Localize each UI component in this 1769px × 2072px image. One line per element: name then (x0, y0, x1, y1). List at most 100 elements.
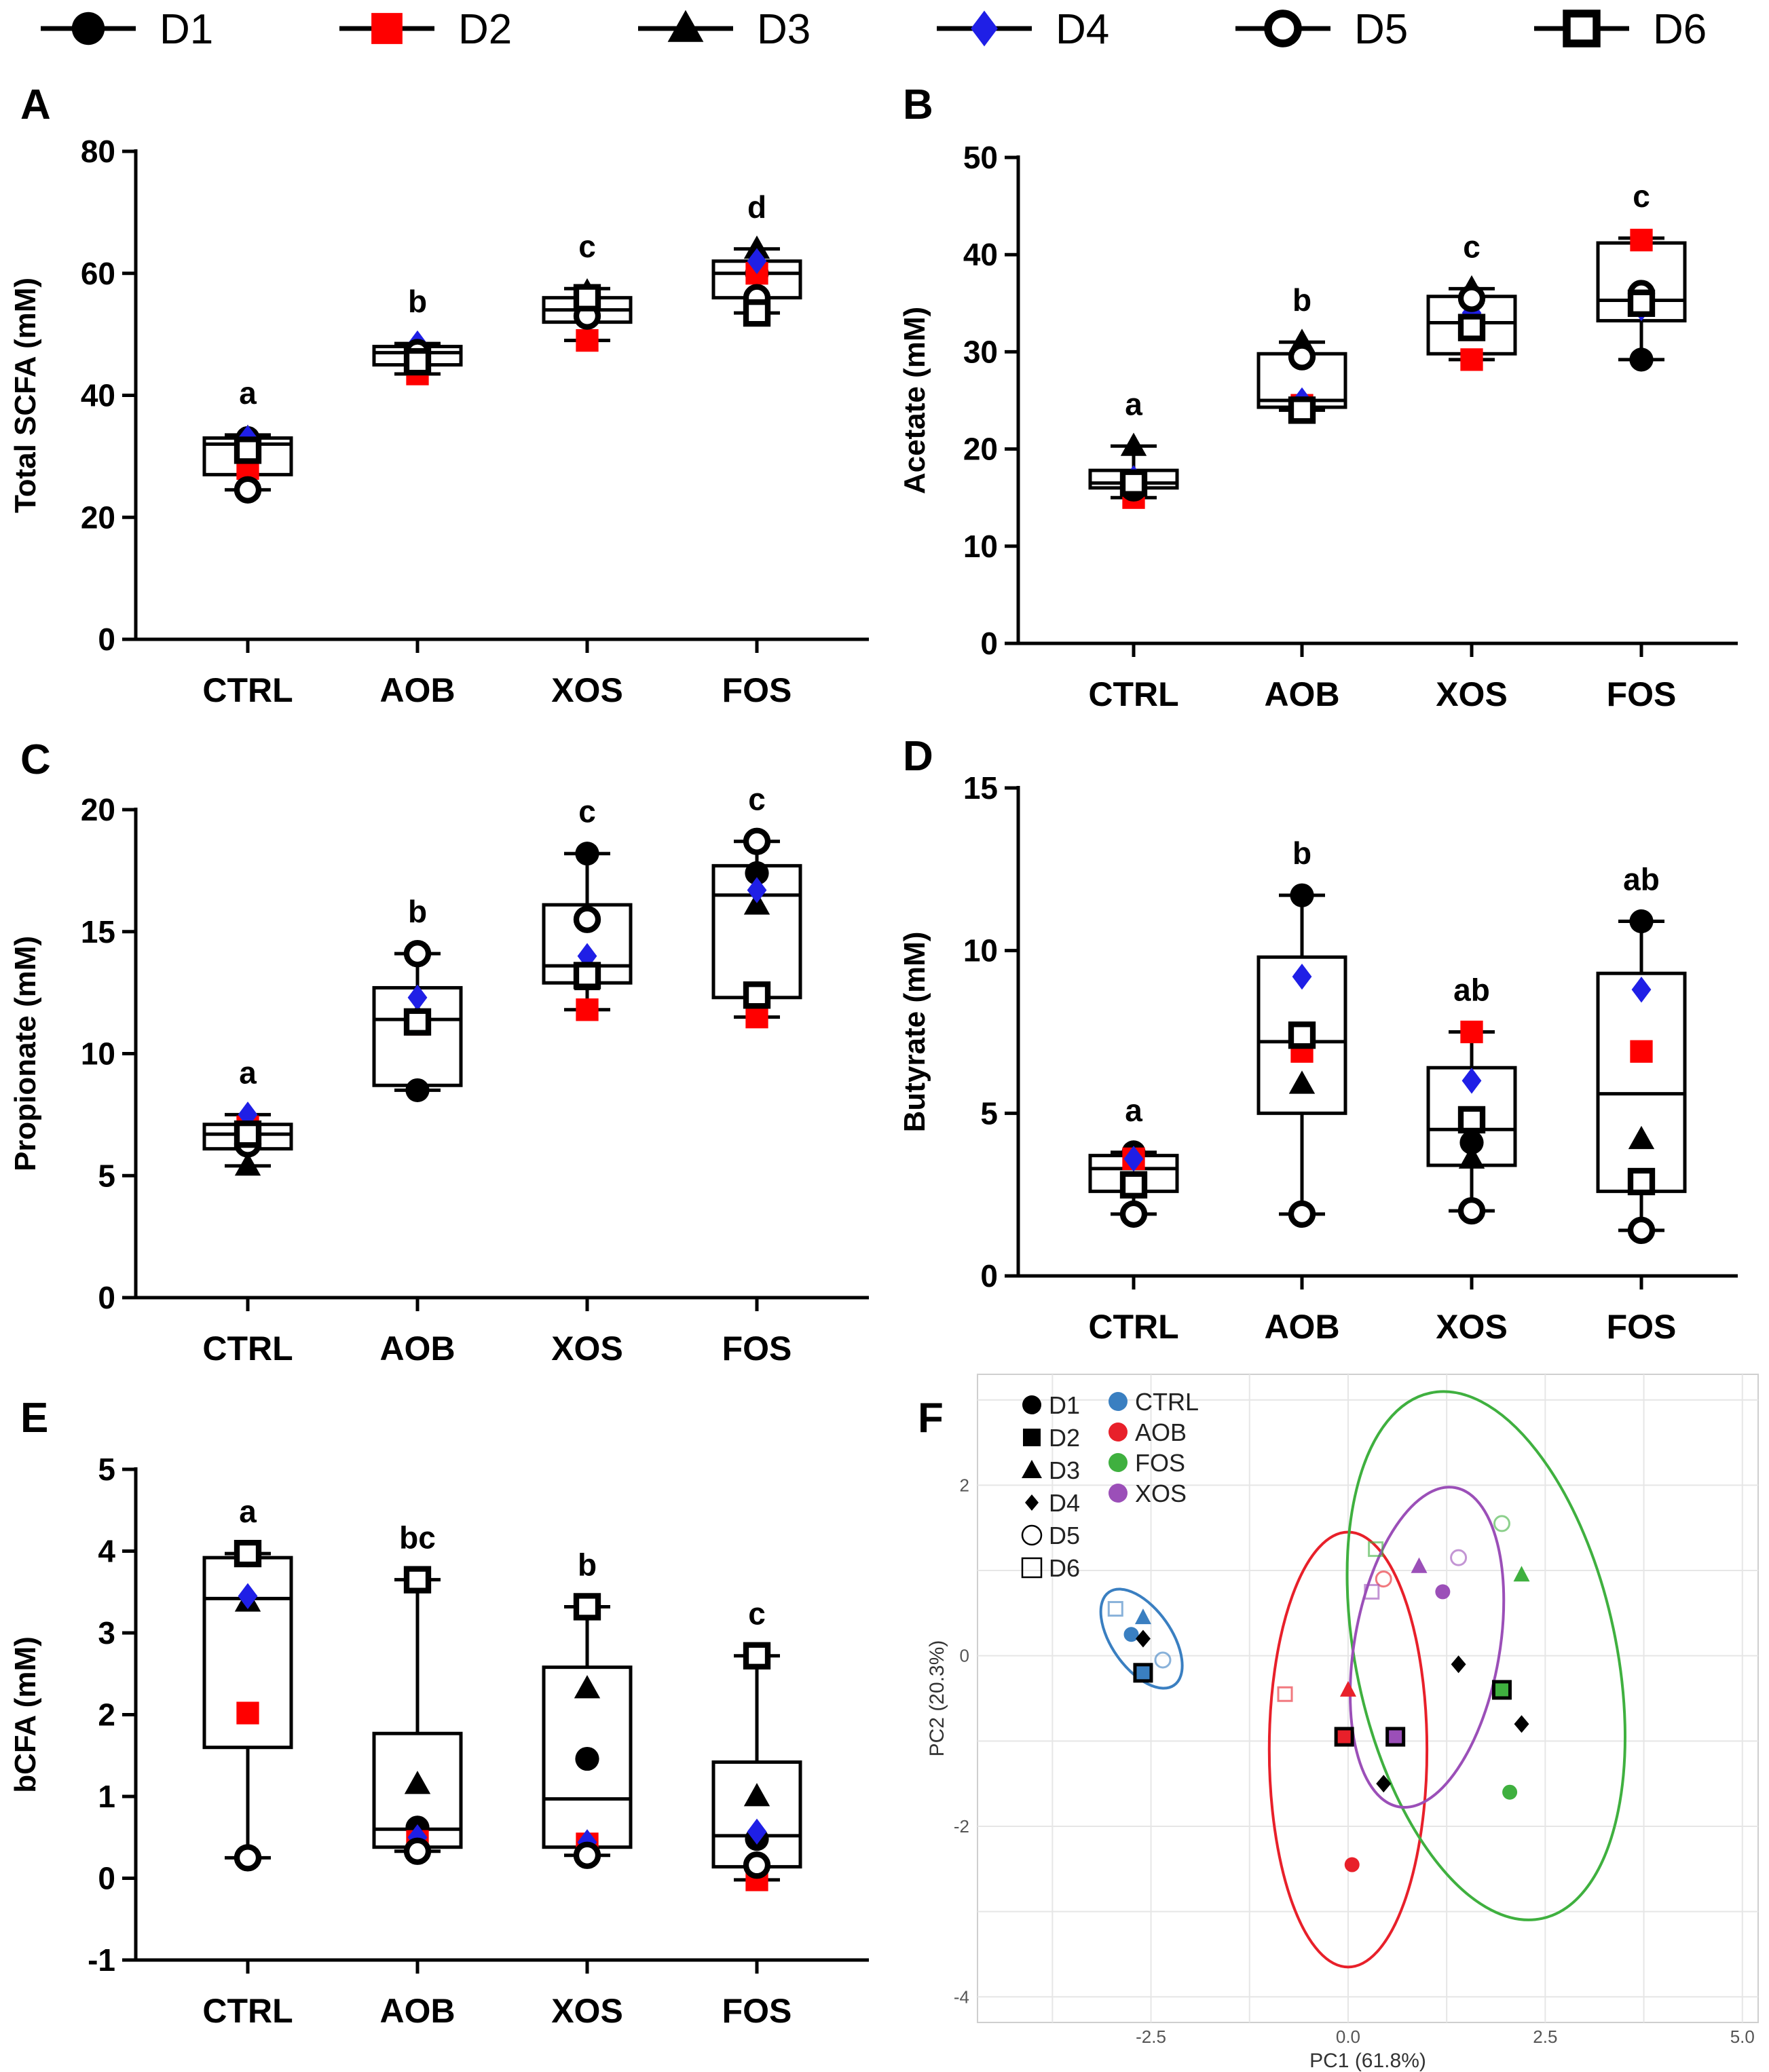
marker-d5-shape (743, 1851, 771, 1879)
marker-d5-shape (1264, 10, 1302, 48)
data-point-ctrl-d5 (234, 1844, 262, 1872)
marker-d3-shape (234, 1152, 261, 1176)
data-point-fos-d2 (1630, 229, 1653, 252)
pca-marker-open-circle (1154, 1651, 1172, 1669)
pca-marker-open-circle (1450, 1549, 1468, 1566)
x-tick-label: 0.0 (1336, 2027, 1360, 2047)
marker-d5-shape (573, 905, 601, 933)
marker-d1-shape (1290, 883, 1314, 907)
significance-letter: b (1292, 835, 1311, 871)
pca-marker-square (1491, 1680, 1512, 1700)
data-point-fos-d5 (743, 1851, 771, 1879)
x-axis-title: PC1 (61.8%) (1309, 2050, 1426, 2072)
data-point-fos-d4 (747, 248, 767, 274)
x-tick-label-fos: FOS (722, 1330, 792, 1368)
data-point-aob-d6 (403, 1566, 432, 1594)
data-point-ctrl-d4 (238, 1101, 258, 1128)
x-tick-label-aob: AOB (1264, 1308, 1339, 1346)
pca-marker-open-square (1107, 1601, 1123, 1617)
data-point-aob-d1 (405, 1078, 430, 1103)
pca-legend-shape (1023, 1429, 1041, 1446)
marker-d6-shape (234, 436, 262, 464)
data-point-xos-d6 (573, 962, 601, 990)
pca-marker-triangle (1339, 1680, 1356, 1697)
legend-label: D5 (1354, 6, 1408, 53)
pca-legend-donor-label: D6 (1049, 1554, 1080, 1582)
marker-d4-shape (238, 1583, 258, 1609)
y-tick-label: 3 (98, 1615, 115, 1651)
marker-d6-shape (403, 347, 432, 376)
data-point-ctrl-d3 (1120, 432, 1147, 456)
significance-letter: bc (399, 1520, 436, 1556)
pca-marker-triangle (1513, 1566, 1530, 1582)
x-tick-label-xos: XOS (1436, 675, 1508, 713)
marker-d4-shape (238, 1101, 258, 1128)
legend-label: D2 (458, 6, 512, 53)
pca-legend-group-dot (1109, 1453, 1128, 1472)
data-point-fos-d6 (743, 1642, 771, 1670)
significance-letter: c (748, 782, 766, 817)
y-tick-label: 20 (963, 432, 998, 467)
marker-d5-shape (234, 476, 262, 504)
pca-legend-shape (1025, 1494, 1039, 1511)
marker-d6-shape (1457, 314, 1486, 341)
panel-f-pca: F -2.5 0.0 2.5 5.0 -4 -2 0 2 PC1 (61.8%) PC2 (20.3… (918, 1374, 1759, 2072)
data-point-aob-d3 (404, 1771, 431, 1794)
pca-point-xos-d3 (1411, 1557, 1428, 1573)
y-tick-label: -2 (954, 1816, 969, 1836)
data-point-ctrl-d5 (234, 476, 262, 504)
marker-d1-shape (71, 12, 105, 45)
legend-marker-d4 (971, 10, 998, 47)
legend-label: D3 (757, 6, 811, 53)
data-point-ctrl-d6 (234, 436, 262, 464)
data-point-xos-d6 (573, 284, 601, 312)
data-point-xos-d5 (573, 1841, 601, 1869)
panel-d-butyrate: D Butyrate (mM) 0 5 10 15 CTRL a AOB b XOS ab FOS ab (898, 733, 1738, 1346)
marker-d4-shape (1631, 976, 1652, 1003)
legend-item-d5: D5 (1235, 6, 1408, 53)
y-axis-title: bCFA (mM) (9, 1636, 42, 1793)
pca-legend-group-fos: FOS (1109, 1449, 1185, 1477)
data-point-fos-d3 (1628, 1125, 1655, 1150)
pca-point-fos-d6 (1368, 1541, 1384, 1558)
pca-marker-square (1334, 1727, 1354, 1747)
data-point-xos-d5 (573, 905, 601, 933)
data-point-aob-d5 (1288, 1200, 1316, 1228)
pca-legend-group-label: FOS (1135, 1449, 1185, 1477)
data-point-fos-d2 (1630, 1040, 1653, 1063)
x-tick-label-xos: XOS (551, 1330, 623, 1368)
pca-point-fos-d1 (1502, 1784, 1518, 1800)
pca-legend-group-label: CTRL (1135, 1388, 1199, 1416)
data-point-xos-d3 (1458, 1145, 1485, 1169)
pca-legend-donor-label: D1 (1049, 1391, 1080, 1419)
x-tick-label-ctrl: CTRL (202, 1330, 293, 1368)
y-tick-label: -4 (954, 1986, 969, 2007)
y-tick-label: 30 (963, 334, 998, 369)
y-tick-label: 5 (980, 1095, 998, 1131)
pca-marker-open-circle (1493, 1515, 1510, 1532)
pca-legend-shape (1021, 1524, 1043, 1546)
legend-marker-d5 (1264, 10, 1302, 48)
y-axis-title: Total SCFA (mM) (9, 278, 42, 513)
y-tick-label: 0 (98, 622, 115, 657)
data-point-aob-d3 (1288, 1070, 1316, 1094)
data-point-aob-d6 (1288, 1021, 1316, 1049)
data-point-xos-d6 (1457, 314, 1486, 341)
x-tick-label-aob: AOB (379, 1992, 455, 2030)
y-tick-label: 80 (81, 134, 115, 169)
legend-marker-d2 (371, 13, 403, 44)
pca-legend-group-xos: XOS (1109, 1480, 1187, 1507)
pca-legend-donor-d4: D4 (1025, 1489, 1080, 1517)
pca-marker-circle (1435, 1584, 1451, 1600)
box-fos (1596, 920, 1687, 1232)
pca-marker-diamond (1376, 1775, 1392, 1793)
data-point-xos-d1 (575, 842, 599, 866)
marker-d6-shape (1288, 1021, 1316, 1049)
data-point-aob-d6 (403, 1008, 432, 1036)
significance-letter: d (747, 189, 766, 225)
marker-d5-shape (1119, 1200, 1148, 1228)
pca-legend-shape (1022, 1395, 1041, 1414)
marker-d3-shape (574, 1675, 601, 1699)
data-point-fos-d4 (1631, 976, 1652, 1003)
